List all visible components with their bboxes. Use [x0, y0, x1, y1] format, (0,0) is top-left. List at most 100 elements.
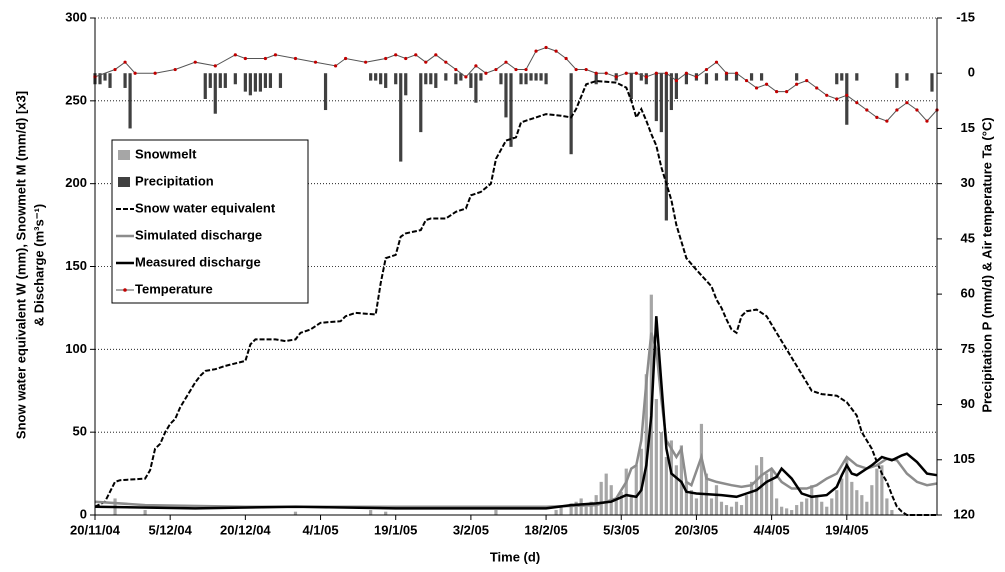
legend-swatch: [118, 150, 130, 160]
marker: [584, 67, 588, 72]
bar: [429, 73, 433, 85]
marker: [534, 49, 538, 53]
marker: [855, 101, 859, 105]
bar: [724, 505, 729, 515]
y-tick-label: 300: [65, 9, 87, 24]
bar: [860, 495, 864, 515]
marker: [905, 101, 909, 105]
bar: [810, 485, 814, 515]
bar: [434, 73, 438, 88]
bar: [519, 73, 523, 85]
marker: [744, 78, 749, 83]
marker: [484, 71, 488, 75]
bar: [729, 506, 734, 515]
bar: [469, 73, 473, 88]
line: [94, 332, 938, 508]
y-tick-label: 200: [65, 175, 87, 190]
legend-label: Precipitation: [135, 173, 214, 188]
bar: [123, 73, 127, 88]
bar: [845, 457, 849, 515]
marker: [153, 71, 157, 75]
bar: [770, 468, 774, 515]
marker: [384, 56, 388, 61]
bar: [905, 73, 909, 81]
line: [94, 79, 937, 516]
bar: [629, 495, 633, 515]
bar: [263, 73, 268, 88]
marker: [644, 75, 648, 79]
marker: [654, 71, 658, 75]
bar: [108, 73, 112, 88]
y2-tick-label: 120: [953, 506, 975, 521]
marker: [754, 86, 759, 90]
marker: [764, 82, 769, 86]
bar: [128, 73, 132, 129]
bar: [855, 73, 859, 81]
bar: [845, 73, 849, 125]
bar: [268, 73, 273, 88]
bar: [143, 510, 147, 515]
bar: [865, 501, 869, 515]
bar: [704, 73, 709, 85]
legend-swatch: [118, 177, 130, 187]
bar: [835, 73, 839, 85]
marker: [925, 119, 929, 123]
y-tick-label: 100: [65, 341, 87, 356]
x-tick-label: 20/3/05: [675, 522, 718, 537]
marker: [233, 53, 237, 57]
y2-tick-label: 105: [953, 451, 975, 466]
y2-axis-title: Precipitation P (mm/d) & Air temperature…: [979, 117, 994, 412]
x-tick-label: 4/4/05: [754, 522, 790, 537]
bar: [890, 510, 894, 515]
y2-tick-label: 75: [961, 341, 975, 356]
marker: [624, 71, 628, 75]
bar: [674, 73, 678, 99]
marker: [474, 64, 478, 68]
bar: [850, 481, 854, 515]
bar: [679, 445, 683, 515]
bar: [785, 508, 789, 515]
legend-label: Measured discharge: [135, 254, 261, 269]
bar: [815, 495, 819, 515]
bar: [379, 73, 383, 85]
bar: [208, 73, 212, 88]
bar: [800, 501, 804, 515]
bar: [654, 399, 658, 515]
y-tick-label: 0: [80, 506, 87, 521]
bar: [369, 510, 373, 515]
marker: [825, 93, 829, 97]
legend-label: Snow water equivalent: [135, 200, 276, 215]
bar: [539, 73, 543, 81]
x-tick-label: 19/1/05: [374, 522, 417, 537]
bar: [795, 73, 799, 81]
bar: [840, 478, 844, 515]
x-tick-label: 3/2/05: [453, 522, 489, 537]
bar: [494, 510, 498, 515]
marker: [113, 67, 117, 72]
bar: [599, 481, 603, 515]
y-axis-title: & Discharge (m³s⁻¹): [31, 204, 46, 326]
marker: [243, 56, 247, 61]
bar: [559, 506, 563, 515]
marker: [424, 60, 428, 64]
bar: [619, 491, 623, 515]
bar: [103, 73, 107, 81]
y-tick-label: 50: [73, 424, 87, 439]
bar: [454, 73, 458, 85]
marker: [133, 71, 137, 75]
marker: [795, 82, 799, 86]
bar: [644, 73, 648, 85]
marker: [775, 90, 779, 94]
x-tick-label: 19/4/05: [825, 522, 868, 537]
marker: [815, 86, 819, 90]
bar: [734, 73, 739, 81]
bar: [714, 485, 719, 515]
marker: [514, 67, 518, 72]
marker: [504, 60, 508, 64]
marker: [414, 53, 418, 57]
bar: [714, 73, 719, 81]
bar: [764, 473, 769, 515]
bar: [830, 498, 834, 515]
bar: [624, 468, 628, 515]
